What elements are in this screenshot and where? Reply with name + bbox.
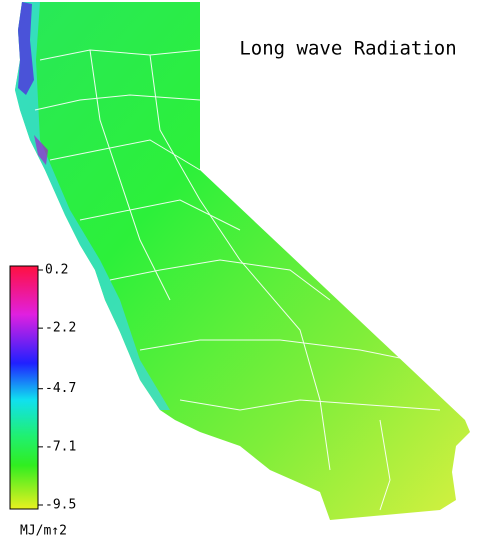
county-lines [34,49,441,511]
colorbar-tick-label: -7.1 [45,439,76,454]
colorbar-tick-label: 0.2 [45,263,68,278]
state-shape [15,2,470,520]
coast-band [15,2,170,410]
colorbar-tick-label: -9.5 [45,498,76,513]
map-title: Long wave Radiation [239,38,456,60]
california-map [15,2,470,520]
colorbar-tick-label: -2.2 [45,321,76,336]
colorbar-unit: MJ/m↑2 [20,524,67,539]
coast-cold [18,2,34,95]
colorbar: 0.2 -2.2 -4.7 -7.1 -9.5 [9,263,76,513]
colorbar-gradient [9,265,39,510]
colorbar-tick-label: -4.7 [45,381,76,396]
coast-cold [34,135,48,165]
